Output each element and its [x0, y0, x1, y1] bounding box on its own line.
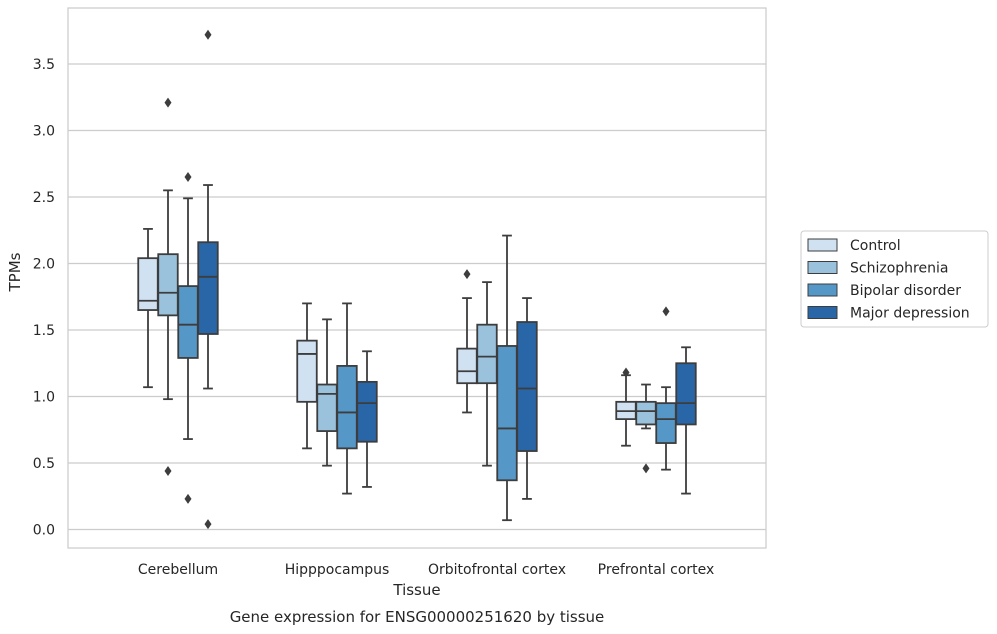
outlier-point: [662, 306, 670, 317]
x-tick-label: Prefrontal cortex: [598, 562, 715, 578]
box-schizophrenia: [316, 318, 338, 467]
box-major-depression: [675, 346, 697, 495]
x-tick-label: Orbitofrontal cortex: [428, 562, 566, 578]
x-tick-label: Cerebellum: [138, 562, 218, 578]
box-major-depression: [516, 297, 538, 500]
iqr-box: [177, 285, 199, 359]
iqr-box: [157, 253, 179, 317]
iqr-box: [456, 347, 478, 385]
legend-label: Major depression: [850, 306, 970, 322]
y-tick-labels: 0.0 0.5 1.0 1.5 2.0 2.5 3.0 3.5: [33, 57, 55, 539]
y-tick-label: 2.0: [33, 257, 55, 273]
box-schizophrenia: [476, 281, 498, 467]
legend-swatch: [807, 261, 838, 274]
plot-frame: [67, 7, 767, 549]
box-bipolar-disorder: [336, 302, 358, 495]
box-schizophrenia: [157, 97, 179, 476]
iqr-box: [356, 380, 378, 443]
outlier-point: [184, 493, 192, 504]
outlier-point: [204, 29, 212, 40]
y-tick-label: 0.5: [33, 456, 55, 472]
y-tick-label: 3.0: [33, 124, 55, 140]
box-bipolar-disorder: [177, 172, 199, 504]
box-bipolar-disorder: [496, 234, 518, 522]
legend: Control Schizophrenia Bipolar disorder Majo…: [800, 230, 989, 328]
legend-label: Schizophrenia: [850, 261, 948, 277]
iqr-box: [316, 383, 338, 432]
legend-swatch: [807, 283, 838, 297]
legend-swatch: [807, 238, 838, 252]
iqr-box: [296, 339, 318, 403]
iqr-box: [675, 362, 697, 426]
iqr-box: [137, 257, 159, 311]
iqr-box: [635, 400, 657, 426]
y-tick-label: 0.0: [33, 523, 55, 539]
outlier-point: [164, 465, 172, 476]
legend-label: Control: [850, 238, 901, 254]
figure-caption: Gene expression for ENSG00000251620 by t…: [230, 608, 605, 626]
iqr-box: [336, 365, 358, 450]
x-axis-label: Tissue: [392, 581, 440, 599]
y-axis-label: TPMs: [6, 252, 24, 292]
x-tick-label: Hipppocampus: [285, 562, 390, 578]
legend-swatch: [807, 306, 838, 319]
box-control: [615, 367, 637, 447]
box-major-depression: [356, 350, 378, 488]
iqr-box: [655, 402, 677, 444]
legend-frame: [800, 230, 989, 328]
outlier-point: [463, 269, 471, 280]
iqr-box: [496, 345, 518, 482]
outlier-point: [622, 367, 630, 378]
box-control: [456, 269, 478, 414]
y-tick-label: 3.5: [33, 57, 55, 73]
box-major-depression: [197, 29, 219, 530]
y-tick-label: 1.5: [33, 323, 55, 339]
outlier-point: [184, 172, 192, 183]
outlier-point: [204, 519, 212, 530]
box-bipolar-disorder: [655, 306, 677, 471]
box-control: [296, 302, 318, 450]
iqr-box: [476, 323, 498, 385]
iqr-box: [516, 321, 538, 452]
box-control: [137, 228, 159, 389]
box-plot-marks: [137, 29, 697, 530]
y-tick-label: 2.5: [33, 190, 55, 206]
legend-label: Bipolar disorder: [850, 283, 961, 299]
iqr-box: [197, 241, 219, 335]
box-schizophrenia: [635, 383, 657, 474]
outlier-point: [164, 97, 172, 108]
outlier-point: [642, 463, 650, 474]
x-tick-labels: Cerebellum Hipppocampus Orbitofrontal cort…: [138, 562, 714, 578]
y-tick-label: 1.0: [33, 390, 55, 406]
